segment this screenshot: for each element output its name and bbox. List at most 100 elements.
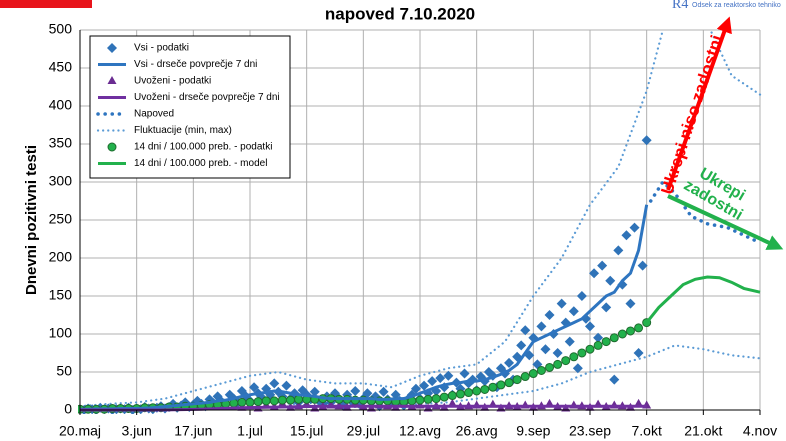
legend-label: Uvoženi - podatki: [134, 76, 211, 87]
circle-marker: [536, 365, 546, 375]
diamond-marker: [613, 245, 624, 256]
plot-area: [78, 30, 762, 414]
circle-marker: [601, 337, 611, 347]
circle-marker: [569, 352, 579, 362]
circle-marker: [245, 397, 255, 407]
x-tick-label: 12.avg: [399, 423, 441, 439]
diamond-marker: [427, 376, 438, 387]
diamond-marker: [459, 368, 470, 379]
top-bar: [0, 0, 92, 8]
diamond-marker: [556, 298, 567, 309]
x-tick-label: 23.sep: [569, 423, 611, 439]
diamond-marker: [107, 43, 117, 53]
circle-marker: [261, 396, 271, 406]
circle-marker: [504, 378, 514, 388]
diamond-marker: [597, 260, 608, 271]
circle-marker: [561, 356, 571, 366]
circle-marker: [585, 344, 595, 354]
diamond-marker: [350, 386, 361, 396]
diamond-marker: [609, 374, 620, 385]
chart-title: napoved 7.10.2020: [325, 4, 475, 23]
line: [645, 275, 761, 324]
circle-marker: [593, 340, 603, 350]
diamond-marker: [516, 340, 527, 351]
diamond-marker: [536, 321, 547, 332]
x-tick-label: 21.okt: [684, 423, 722, 439]
axes: 0 50 100 150 200 250 300 350 400 450 500 20.maj 3.ju…: [49, 21, 777, 439]
legend-box: [89, 35, 291, 179]
diamond-marker: [552, 348, 563, 358]
y-tick-label: 450: [49, 59, 73, 75]
triangle-marker: [107, 76, 117, 84]
circle-marker: [464, 388, 474, 398]
circle-marker: [431, 394, 441, 404]
x-tick-label: 26.avg: [456, 423, 498, 439]
diamond-marker: [601, 302, 612, 313]
x-tick-label: 29.jul: [347, 423, 380, 439]
diamond-marker: [568, 306, 579, 317]
legend-label: 14 dni / 100.000 preb. - podatki: [134, 142, 272, 153]
circle-marker: [285, 395, 295, 405]
circle-marker: [447, 391, 457, 401]
fluctuation-high: [78, 30, 762, 408]
circle-marker: [237, 397, 247, 407]
diamond-marker: [249, 382, 260, 393]
diamond-marker: [410, 383, 421, 394]
y-tick-label: 350: [49, 135, 73, 151]
diamond-marker: [435, 373, 446, 384]
logo-text: Odsek za reaktorsko tehniko: [692, 2, 781, 9]
circle-marker: [609, 333, 619, 343]
green-arrow: [667, 194, 784, 250]
y-tick-label: 200: [49, 249, 73, 265]
y-tick-label: 0: [64, 401, 72, 417]
circle-marker: [577, 348, 587, 358]
diamond-marker: [281, 380, 292, 391]
circle-marker: [415, 395, 425, 405]
y-tick-label: 500: [49, 21, 73, 37]
diamond-marker: [633, 348, 644, 358]
circle-marker: [512, 375, 522, 385]
diamond-marker: [540, 344, 551, 355]
diamond-marker: [572, 363, 583, 374]
diamond-marker: [378, 386, 389, 397]
diamond-marker: [593, 332, 604, 343]
circle-marker: [455, 389, 465, 399]
circle-marker: [253, 397, 263, 407]
x-tick-label: 7.okt: [631, 423, 661, 439]
diamond-marker: [589, 268, 600, 279]
legend-label: Vsi - drseče povprečje 7 dni: [134, 59, 257, 70]
circle-marker: [480, 384, 490, 394]
y-tick-label: 50: [56, 363, 72, 379]
y-tick-label: 300: [49, 173, 73, 189]
diamond-marker: [362, 388, 373, 399]
circle-marker: [617, 329, 627, 339]
diamond-marker: [641, 135, 652, 146]
circle-marker: [528, 369, 538, 379]
y-tick-label: 400: [49, 97, 73, 113]
x-tick-label: 3.jun: [121, 423, 151, 439]
diamond-marker: [621, 230, 632, 241]
diamond-marker: [443, 370, 454, 381]
x-tick-label: 1.jul: [237, 423, 263, 439]
legend-label: Vsi - podatki: [134, 43, 189, 54]
diamond-marker: [269, 378, 280, 389]
circle-marker: [277, 395, 287, 405]
circle-marker: [634, 323, 644, 333]
diamond-marker: [520, 325, 531, 336]
x-tick-label: 9.sep: [516, 423, 550, 439]
diamond-marker: [504, 357, 515, 368]
line: [80, 204, 649, 411]
circle-marker: [488, 382, 498, 392]
circle-marker: [269, 396, 279, 406]
diamond-marker: [576, 291, 587, 301]
x-tick-label: 15.jul: [290, 423, 323, 439]
circle-marker: [423, 394, 433, 404]
legend-label: Uvoženi - drseče povprečje 7 dni: [134, 92, 280, 103]
circle-marker: [107, 142, 117, 152]
forecast-line: [648, 179, 762, 245]
diamond-marker: [629, 222, 640, 233]
circle-marker: [545, 362, 555, 372]
legend-label: 14 dni / 100.000 preb. - model: [134, 158, 267, 169]
y-tick-label: 150: [49, 287, 73, 303]
diamond-marker: [605, 275, 616, 286]
